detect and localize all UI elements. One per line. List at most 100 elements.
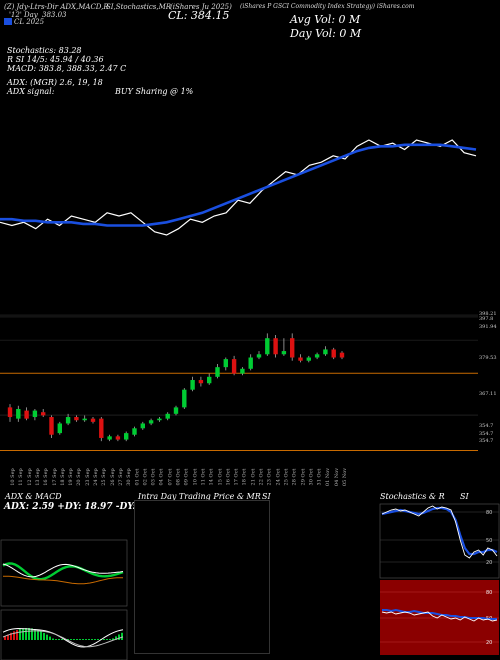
adx-panel-title: ADX & MACD: [5, 492, 62, 501]
macd-histogram-bar: [49, 636, 51, 640]
price-axis: 398.21 397.8 391.94 379.53 367.11 354.7 …: [479, 305, 500, 475]
signal-line: [2, 630, 124, 648]
macd-histogram-bar: [16, 630, 18, 640]
date-tick-label: 08 Oct: [175, 468, 182, 486]
header-left-value: 383.03: [42, 11, 67, 19]
adx-panel-values: ADX: 2.59 +DY: 18.97 -DY: 18.01: [4, 502, 168, 512]
macd-histogram-bar: [4, 636, 6, 640]
adx-signal-readout: ADX signal:: [7, 87, 55, 96]
macd-histogram-bar: [118, 634, 120, 640]
macd-histogram-bar: [76, 639, 78, 640]
rsi-line: [381, 611, 498, 622]
stoch-axis-label: 20: [486, 560, 492, 566]
adx-macd-panel: [0, 539, 128, 660]
macd-histogram-bar: [52, 638, 54, 640]
rsi-readout: R SI 14/5: 45.94 / 40.36: [7, 55, 104, 64]
macd-histogram-bar: [31, 628, 33, 640]
intraday-panel-si: SI: [262, 492, 271, 501]
date-tick-label: 27 Sep: [117, 468, 124, 486]
macd-line: [2, 627, 124, 648]
price-label: 354.7: [479, 438, 494, 444]
date-tick-label: 24 Oct: [275, 468, 282, 486]
date-tick-label: 30 Sep: [125, 468, 132, 486]
candle-body: [7, 407, 13, 418]
date-tick-label: 16 Oct: [225, 468, 232, 486]
macd-histogram-bar: [70, 639, 72, 640]
legend-swatch: [4, 18, 12, 25]
macd-histogram-bar: [46, 634, 48, 640]
candle-body: [90, 418, 96, 422]
candle-body: [223, 359, 228, 368]
date-tick-label: 12 Sep: [26, 468, 33, 486]
candle-body: [140, 423, 145, 429]
macd-histogram-bar: [103, 639, 105, 640]
date-tick-label: 20 Sep: [76, 468, 83, 486]
intraday-panel-title: Intra Day Trading Price & MR: [138, 492, 261, 501]
adx-line: [2, 575, 123, 585]
macd-histogram-bar: [13, 631, 15, 640]
candle-body: [115, 436, 121, 440]
macd-histogram-bar: [88, 639, 90, 640]
candle-body: [49, 417, 54, 435]
day-volume: Day Vol: 0 M: [290, 27, 362, 40]
candle-body: [99, 418, 104, 438]
date-tick-label: 07 Oct: [167, 468, 174, 486]
date-tick-label: 15 Oct: [216, 468, 223, 486]
macd-histogram-bar: [67, 639, 69, 640]
date-tick-label: 13 Sep: [34, 468, 41, 486]
macd-histogram-bar: [34, 629, 36, 640]
macd-histogram-bar: [97, 639, 99, 640]
macd-histogram-bar: [10, 632, 12, 640]
candle-body: [173, 407, 179, 414]
price-ma-chart: [0, 139, 477, 236]
date-tick-label: 01 Oct: [133, 468, 140, 486]
date-tick-label: 19 Sep: [67, 468, 74, 486]
date-tick-label: 16 Sep: [42, 468, 49, 486]
stoch-panel-si: SI: [460, 492, 469, 501]
date-tick-label: 03 Oct: [150, 468, 157, 486]
macd-histogram-bar: [22, 628, 24, 640]
date-tick-label: 05 Nov: [342, 467, 349, 487]
macd-histogram-bar: [19, 629, 21, 640]
date-tick-label: 28 Oct: [291, 468, 298, 486]
candle-body: [124, 433, 129, 440]
candle-body: [82, 418, 87, 421]
macd-histogram-bar: [28, 628, 30, 640]
date-tick-label: 09 Oct: [183, 468, 190, 486]
date-tick-label: 10 Sep: [9, 468, 16, 486]
macd-histogram-bar: [58, 639, 60, 640]
date-tick-label: 22 Oct: [258, 468, 265, 486]
candle-body: [24, 410, 29, 419]
candle-body: [65, 417, 71, 424]
candle-body: [339, 352, 345, 358]
price-label: 379.53: [479, 355, 497, 361]
candle-body: [32, 410, 38, 418]
header-mid-line1: SI,Stochastics,MR: [106, 3, 172, 11]
macd-histogram-bar: [94, 639, 96, 640]
candle-body: [281, 351, 287, 355]
date-tick-label: 11 Sep: [18, 468, 25, 486]
candle-body: [323, 349, 328, 355]
macd-histogram-bar: [112, 638, 114, 640]
candle-body: [290, 338, 295, 358]
rsi-axis-label: 80: [486, 590, 492, 596]
header-right-line1: (iShares P GSCI Commodity Index Strategy…: [240, 3, 415, 10]
price-label: 398.21: [479, 311, 497, 317]
date-tick-label: 25 Sep: [101, 468, 108, 486]
macd-histogram-bar: [61, 639, 63, 640]
candle-body: [107, 436, 112, 440]
macd-histogram-bar: [106, 639, 108, 640]
header-left-line1: (Z) Jdy-Ltrs-Dir ADX,MACD,R: [4, 3, 109, 11]
price-line: [0, 139, 477, 236]
date-tick-label: 18 Oct: [241, 468, 248, 486]
macd-histogram-bar: [115, 636, 117, 640]
candle-body: [256, 354, 262, 358]
adx-readout: ADX: (MGR) 2.6, 19, 18: [7, 78, 103, 87]
price-label: 397.8: [479, 316, 494, 322]
candle-body: [132, 428, 137, 435]
date-tick-label: 18 Sep: [59, 468, 66, 486]
minus-di-line: [2, 563, 124, 578]
macd-histogram-bar: [25, 628, 27, 640]
macd-histogram-bar: [82, 639, 84, 640]
date-tag: CL 2025: [14, 18, 45, 26]
